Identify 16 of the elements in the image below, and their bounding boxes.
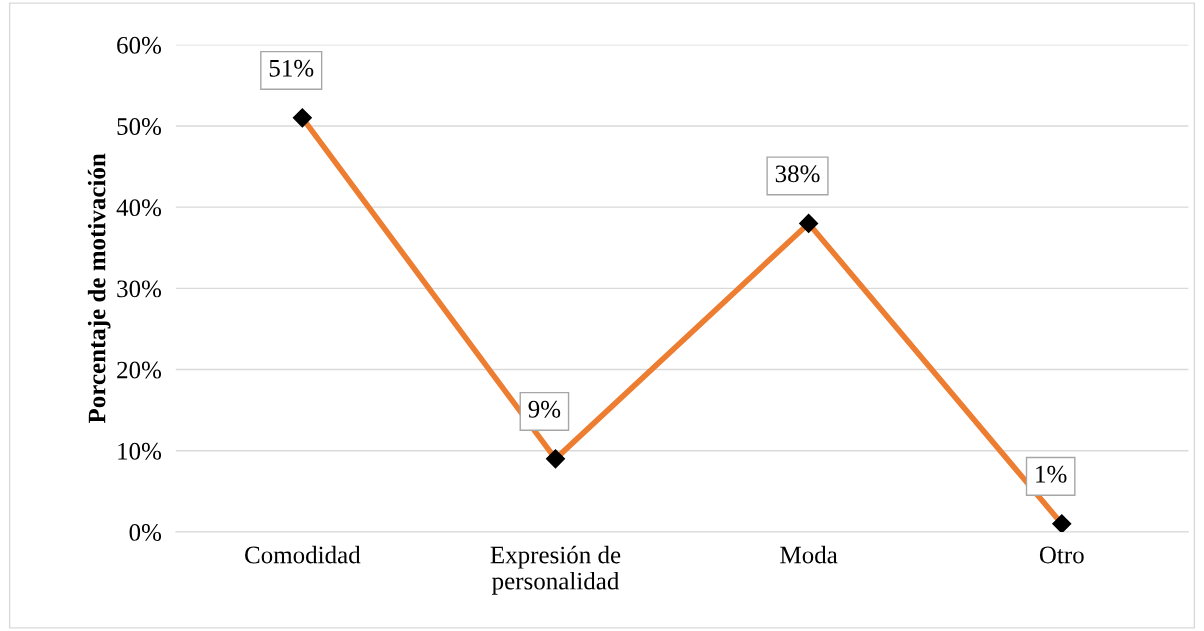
x-tick-label: Moda <box>780 545 838 564</box>
y-tick-label: 50% <box>117 118 162 135</box>
y-axis-title: Porcentaje de motivación <box>87 153 111 424</box>
data-label: 1% <box>1036 465 1067 483</box>
x-tick-label: Expresión de personalidad <box>490 545 621 595</box>
y-tick-label: 0% <box>129 523 162 541</box>
x-tick-label: Comodidad <box>245 545 361 564</box>
y-tick-label: 20% <box>117 361 162 379</box>
y-tick-label: 30% <box>117 280 162 298</box>
y-tick-label: 10% <box>118 442 162 460</box>
data-label: 38% <box>775 165 820 183</box>
y-tick-label: 40% <box>116 199 162 217</box>
y-tick-label: 60% <box>117 36 162 54</box>
x-tick-label: Otro <box>1039 546 1084 564</box>
data-label: 9% <box>528 400 561 418</box>
data-label: 51% <box>269 59 314 77</box>
